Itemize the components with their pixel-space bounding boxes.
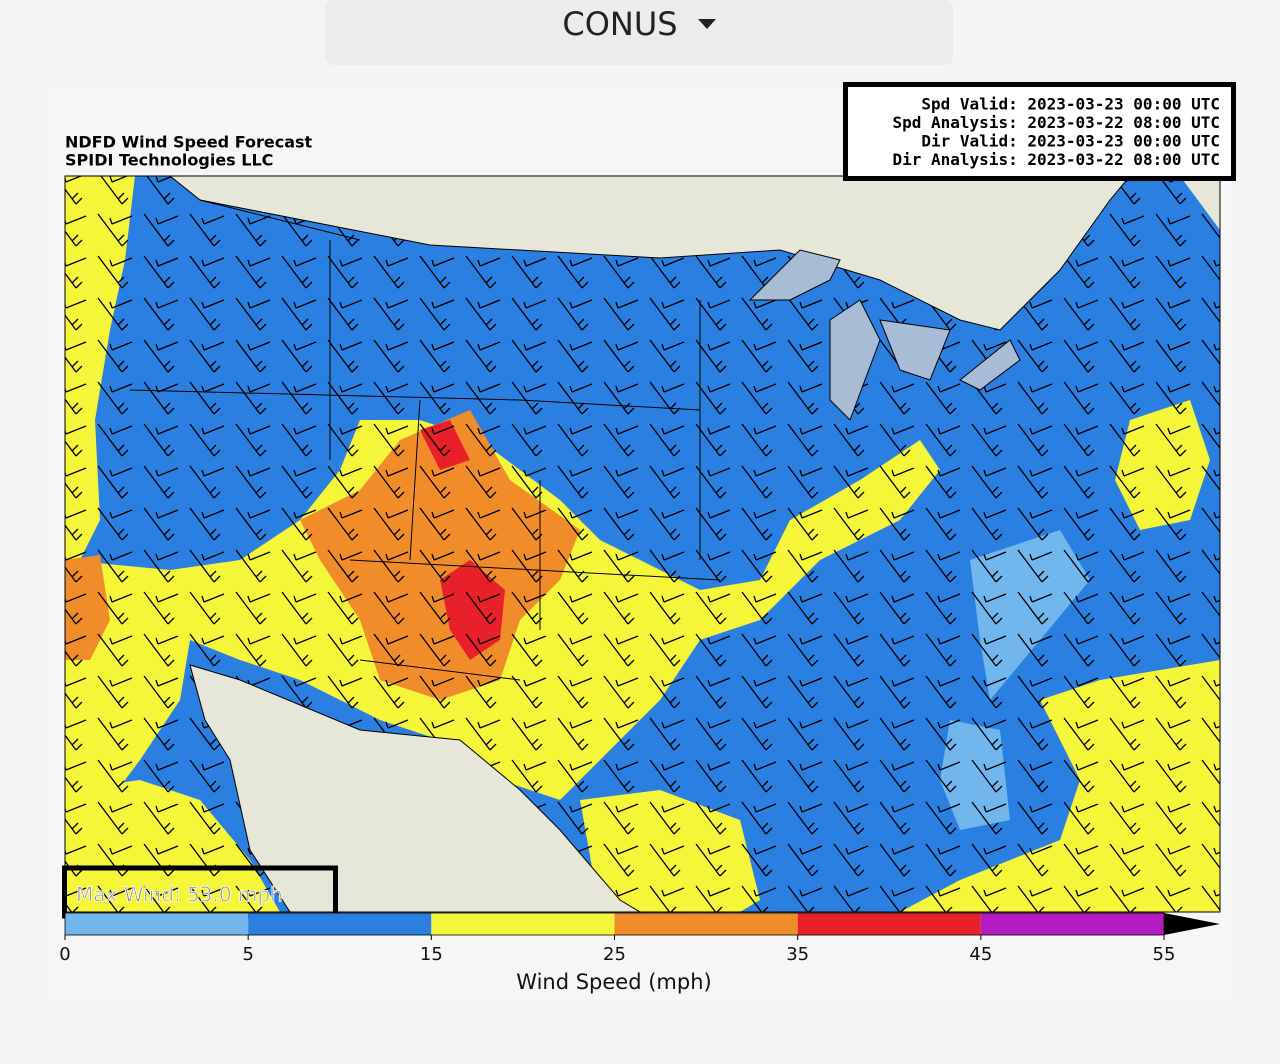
colorbar-tick-label: 45 — [969, 944, 992, 965]
dropdown-caret[interactable] — [698, 19, 716, 29]
colorbar-segment — [431, 913, 615, 935]
info-line: Dir Analysis: 2023-03-22 08:00 UTC — [892, 150, 1220, 169]
colorbar-segment — [248, 913, 432, 935]
colorbar-tick-label: 0 — [59, 944, 70, 965]
map — [65, 176, 1220, 912]
lake — [748, 249, 1021, 421]
colorbar-segment — [65, 913, 249, 935]
land-canada — [1180, 176, 1220, 230]
info-line: Spd Valid: 2023-03-23 00:00 UTC — [921, 95, 1220, 114]
max-wind-label: Max Wind: 53.0 mph — [76, 883, 283, 907]
info-line: Spd Analysis: 2023-03-22 08:00 UTC — [892, 113, 1220, 132]
colorbar-segment — [614, 913, 798, 935]
dropdown-label[interactable]: CONUS — [562, 5, 677, 43]
dropdown-box[interactable] — [325, 0, 953, 65]
colorbar-segment — [797, 913, 981, 935]
land-mexico — [189, 664, 641, 912]
info-line: Dir Valid: 2023-03-23 00:00 UTC — [921, 132, 1220, 151]
state-border — [129, 199, 721, 681]
dropdown[interactable]: CONUS — [325, 0, 953, 65]
colorbar-label: Wind Speed (mph) — [516, 970, 711, 994]
colorbar-segment — [980, 913, 1164, 935]
colorbar-extend — [1164, 913, 1220, 935]
map-title: NDFD Wind Speed Forecast — [65, 133, 313, 152]
land-canada — [169, 176, 1131, 331]
map-subtitle: SPIDI Technologies LLC — [65, 151, 273, 170]
colorbar: 0 5 15 25 35 45 55 — [59, 912, 1220, 965]
map-frame — [64, 175, 1221, 913]
colorbar-tick-label: 15 — [420, 944, 443, 965]
colorbar-tick-label: 25 — [603, 944, 626, 965]
colorbar-tick-label: 55 — [1153, 944, 1176, 965]
wind-barbs — [65, 176, 1220, 912]
colorbar-frame — [64, 912, 1165, 936]
info-box — [843, 82, 1236, 181]
colorbar-tick-label: 5 — [242, 944, 253, 965]
colorbar-tick-label: 35 — [786, 944, 809, 965]
